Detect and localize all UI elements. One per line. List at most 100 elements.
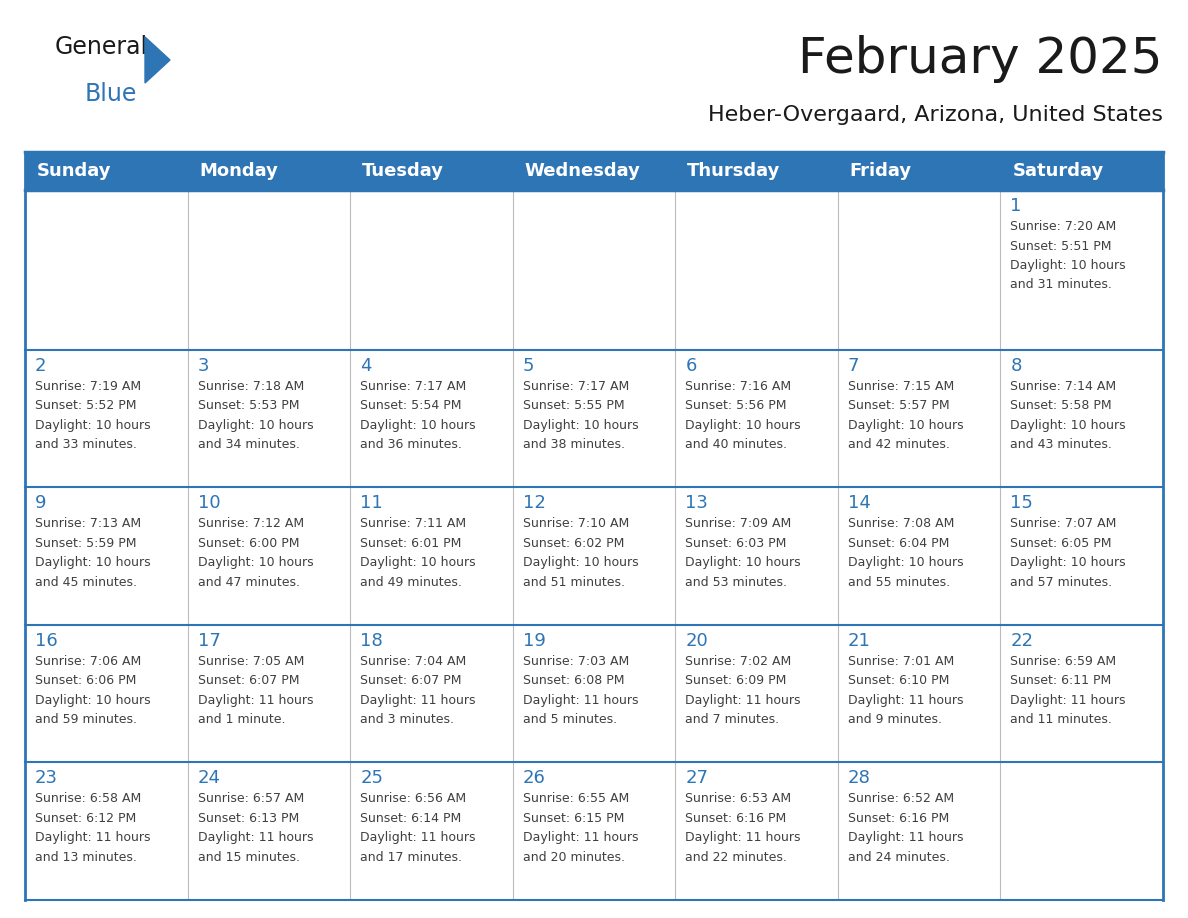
- Text: Sunrise: 6:59 AM: Sunrise: 6:59 AM: [1011, 655, 1117, 668]
- Text: Sunset: 6:03 PM: Sunset: 6:03 PM: [685, 537, 786, 550]
- Text: General: General: [55, 35, 148, 59]
- Text: Daylight: 10 hours: Daylight: 10 hours: [523, 556, 638, 569]
- Text: and 5 minutes.: and 5 minutes.: [523, 713, 617, 726]
- Text: 28: 28: [848, 769, 871, 788]
- Bar: [675, 350, 838, 487]
- Text: Daylight: 10 hours: Daylight: 10 hours: [848, 419, 963, 431]
- Bar: [188, 763, 350, 900]
- Text: and 34 minutes.: and 34 minutes.: [197, 438, 299, 452]
- Text: Heber-Overgaard, Arizona, United States: Heber-Overgaard, Arizona, United States: [708, 105, 1163, 125]
- Bar: [350, 350, 513, 487]
- Bar: [188, 152, 350, 190]
- Bar: [675, 763, 838, 900]
- Bar: [675, 152, 838, 190]
- Text: 3: 3: [197, 357, 209, 375]
- Text: Sunrise: 7:02 AM: Sunrise: 7:02 AM: [685, 655, 791, 668]
- Text: Sunset: 5:55 PM: Sunset: 5:55 PM: [523, 399, 625, 412]
- Text: Sunrise: 6:55 AM: Sunrise: 6:55 AM: [523, 792, 628, 805]
- Text: Sunset: 6:10 PM: Sunset: 6:10 PM: [848, 675, 949, 688]
- Text: Sunrise: 7:08 AM: Sunrise: 7:08 AM: [848, 518, 954, 531]
- Text: February 2025: February 2025: [798, 35, 1163, 83]
- Text: 4: 4: [360, 357, 372, 375]
- Text: Daylight: 11 hours: Daylight: 11 hours: [360, 832, 475, 845]
- Text: Sunrise: 7:05 AM: Sunrise: 7:05 AM: [197, 655, 304, 668]
- Text: and 13 minutes.: and 13 minutes.: [34, 851, 137, 864]
- Text: 20: 20: [685, 632, 708, 650]
- Text: Sunset: 6:07 PM: Sunset: 6:07 PM: [360, 675, 462, 688]
- Text: and 36 minutes.: and 36 minutes.: [360, 438, 462, 452]
- Text: Sunset: 6:16 PM: Sunset: 6:16 PM: [848, 812, 949, 825]
- Text: Daylight: 10 hours: Daylight: 10 hours: [523, 419, 638, 431]
- Text: Sunrise: 6:52 AM: Sunrise: 6:52 AM: [848, 792, 954, 805]
- Text: Sunset: 6:02 PM: Sunset: 6:02 PM: [523, 537, 624, 550]
- Text: Sunset: 6:09 PM: Sunset: 6:09 PM: [685, 675, 786, 688]
- Text: Daylight: 10 hours: Daylight: 10 hours: [197, 556, 314, 569]
- Text: Sunset: 6:16 PM: Sunset: 6:16 PM: [685, 812, 786, 825]
- Bar: [675, 487, 838, 625]
- Text: Sunset: 6:06 PM: Sunset: 6:06 PM: [34, 675, 137, 688]
- Text: and 43 minutes.: and 43 minutes.: [1011, 438, 1112, 452]
- Text: Daylight: 10 hours: Daylight: 10 hours: [848, 556, 963, 569]
- Bar: [350, 152, 513, 190]
- Text: Daylight: 10 hours: Daylight: 10 hours: [34, 694, 151, 707]
- Bar: [838, 152, 1000, 190]
- Text: and 38 minutes.: and 38 minutes.: [523, 438, 625, 452]
- Text: 6: 6: [685, 357, 696, 375]
- Text: 27: 27: [685, 769, 708, 788]
- Text: and 45 minutes.: and 45 minutes.: [34, 576, 137, 588]
- Bar: [513, 487, 675, 625]
- Text: Daylight: 10 hours: Daylight: 10 hours: [1011, 419, 1126, 431]
- Text: Sunrise: 7:10 AM: Sunrise: 7:10 AM: [523, 518, 628, 531]
- Text: 9: 9: [34, 494, 46, 512]
- Text: Daylight: 10 hours: Daylight: 10 hours: [34, 556, 151, 569]
- Bar: [513, 763, 675, 900]
- Bar: [838, 190, 1000, 350]
- Text: Sunrise: 7:16 AM: Sunrise: 7:16 AM: [685, 380, 791, 393]
- Text: Daylight: 10 hours: Daylight: 10 hours: [360, 419, 475, 431]
- Text: Wednesday: Wednesday: [525, 162, 640, 180]
- Text: Daylight: 10 hours: Daylight: 10 hours: [197, 419, 314, 431]
- Text: and 40 minutes.: and 40 minutes.: [685, 438, 788, 452]
- Text: 2: 2: [34, 357, 46, 375]
- Bar: [188, 625, 350, 763]
- Bar: [350, 625, 513, 763]
- Text: 21: 21: [848, 632, 871, 650]
- Text: Sunrise: 7:13 AM: Sunrise: 7:13 AM: [34, 518, 141, 531]
- Text: and 33 minutes.: and 33 minutes.: [34, 438, 137, 452]
- Text: and 7 minutes.: and 7 minutes.: [685, 713, 779, 726]
- Text: and 20 minutes.: and 20 minutes.: [523, 851, 625, 864]
- Text: and 49 minutes.: and 49 minutes.: [360, 576, 462, 588]
- Text: Sunrise: 6:56 AM: Sunrise: 6:56 AM: [360, 792, 466, 805]
- Text: Sunrise: 7:19 AM: Sunrise: 7:19 AM: [34, 380, 141, 393]
- Text: Tuesday: Tuesday: [362, 162, 444, 180]
- Text: Sunset: 6:11 PM: Sunset: 6:11 PM: [1011, 675, 1112, 688]
- Bar: [1000, 625, 1163, 763]
- Text: Sunrise: 7:01 AM: Sunrise: 7:01 AM: [848, 655, 954, 668]
- Bar: [350, 190, 513, 350]
- Text: and 47 minutes.: and 47 minutes.: [197, 576, 299, 588]
- Text: Sunset: 6:15 PM: Sunset: 6:15 PM: [523, 812, 624, 825]
- Bar: [350, 487, 513, 625]
- Text: Daylight: 11 hours: Daylight: 11 hours: [523, 694, 638, 707]
- Text: Sunset: 5:54 PM: Sunset: 5:54 PM: [360, 399, 462, 412]
- Text: 8: 8: [1011, 357, 1022, 375]
- Text: and 11 minutes.: and 11 minutes.: [1011, 713, 1112, 726]
- Text: and 24 minutes.: and 24 minutes.: [848, 851, 949, 864]
- Text: Sunrise: 7:12 AM: Sunrise: 7:12 AM: [197, 518, 304, 531]
- Text: Sunrise: 7:06 AM: Sunrise: 7:06 AM: [34, 655, 141, 668]
- Text: Daylight: 10 hours: Daylight: 10 hours: [34, 419, 151, 431]
- Text: and 3 minutes.: and 3 minutes.: [360, 713, 454, 726]
- Text: 10: 10: [197, 494, 220, 512]
- Text: Daylight: 11 hours: Daylight: 11 hours: [1011, 694, 1126, 707]
- Text: and 51 minutes.: and 51 minutes.: [523, 576, 625, 588]
- Text: Sunrise: 6:57 AM: Sunrise: 6:57 AM: [197, 792, 304, 805]
- Text: and 42 minutes.: and 42 minutes.: [848, 438, 949, 452]
- Text: Daylight: 11 hours: Daylight: 11 hours: [848, 832, 963, 845]
- Bar: [25, 152, 188, 190]
- Text: Daylight: 11 hours: Daylight: 11 hours: [197, 694, 314, 707]
- Text: 12: 12: [523, 494, 545, 512]
- Text: Sunrise: 7:18 AM: Sunrise: 7:18 AM: [197, 380, 304, 393]
- Text: 22: 22: [1011, 632, 1034, 650]
- Text: 19: 19: [523, 632, 545, 650]
- Text: and 1 minute.: and 1 minute.: [197, 713, 285, 726]
